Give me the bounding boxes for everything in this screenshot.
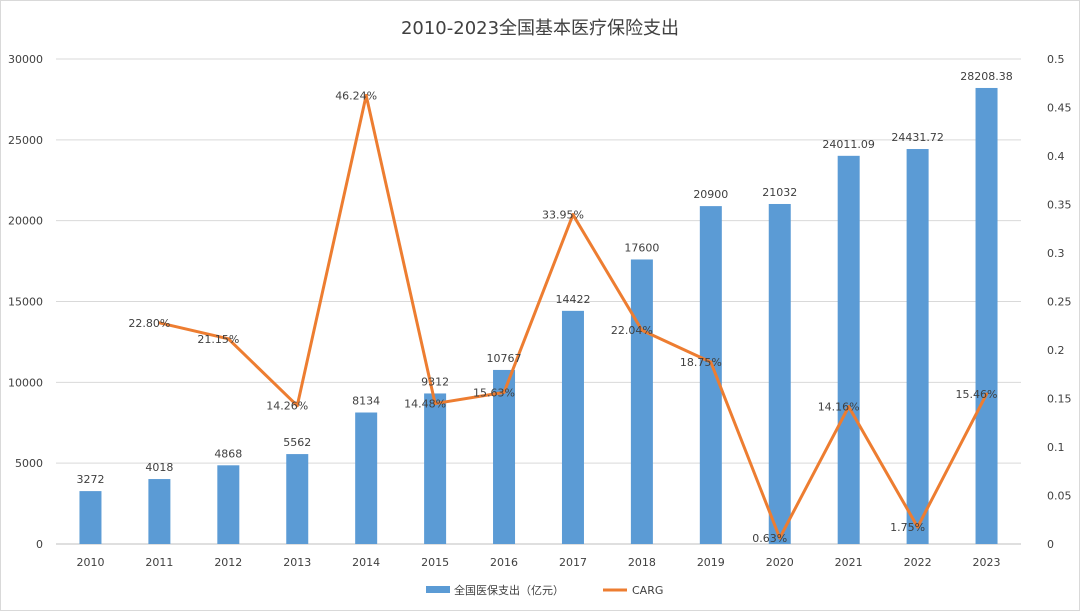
bar-value-label: 9312 — [421, 375, 449, 388]
y-right-tick-label: 0.1 — [1047, 441, 1065, 454]
bar-value-label: 20900 — [693, 188, 728, 201]
x-tick-label: 2011 — [145, 556, 173, 569]
bar-value-label: 21032 — [762, 186, 797, 199]
bar-value-label: 17600 — [624, 241, 659, 254]
line-value-label: 33.95% — [542, 209, 584, 222]
bar — [217, 465, 240, 544]
line-value-label: 15.46% — [956, 388, 998, 401]
line-value-label: 46.24% — [335, 89, 377, 102]
line-point — [433, 402, 437, 406]
bar — [630, 259, 653, 544]
x-tick-label: 2015 — [421, 556, 449, 569]
line-point — [640, 328, 644, 332]
bar-value-label: 28208.38 — [960, 70, 1013, 83]
x-tick-label: 2014 — [352, 556, 380, 569]
y-left-tick-label: 0 — [36, 538, 43, 551]
bar — [768, 203, 791, 544]
line-value-label: 14.48% — [404, 398, 446, 411]
bar-series — [79, 87, 998, 545]
line-series — [157, 93, 989, 540]
y-left-tick-label: 5000 — [15, 457, 43, 470]
line-value-label: 21.15% — [197, 333, 239, 346]
y-left-tick-label: 30000 — [8, 53, 43, 66]
y-right-tick-label: 0.05 — [1047, 490, 1072, 503]
line-point — [916, 525, 920, 529]
bar-value-label: 8134 — [352, 395, 380, 408]
bar — [561, 310, 584, 544]
y-right-tick-label: 0.45 — [1047, 102, 1072, 115]
axes: 0 5000 10000 15000 20000 25000 30000 0 0.05 0.1 0.… — [8, 53, 1072, 569]
y-right-tick-label: 0.25 — [1047, 296, 1072, 309]
line-point — [709, 360, 713, 364]
x-tick-label: 2013 — [283, 556, 311, 569]
data-labels: 3272 4018 4868 5562 8134 9312 10767 14422 17600 2… — [76, 70, 1012, 545]
y-left-tick-label: 20000 — [8, 215, 43, 228]
x-tick-label: 2010 — [76, 556, 104, 569]
line-point — [571, 213, 575, 217]
bar-value-label: 5562 — [283, 436, 311, 449]
line-point — [295, 404, 299, 408]
bar-value-label: 4018 — [145, 461, 173, 474]
line-point — [364, 93, 368, 97]
y-right-tick-label: 0.4 — [1047, 150, 1065, 163]
x-tick-label: 2020 — [766, 556, 794, 569]
line-point — [847, 405, 851, 409]
line-point — [157, 321, 161, 325]
x-tick-label: 2012 — [214, 556, 242, 569]
legend-swatch-bar — [426, 586, 450, 593]
line-value-label: 1.75% — [890, 521, 925, 534]
bar — [837, 155, 860, 544]
y-right-tick-label: 0 — [1047, 538, 1054, 551]
gridlines — [56, 58, 1021, 464]
y-right-tick-label: 0.2 — [1047, 344, 1065, 357]
line-value-label: 22.80% — [128, 317, 170, 330]
x-tick-label: 2018 — [628, 556, 656, 569]
bar — [148, 479, 171, 544]
bar — [975, 87, 998, 544]
bar — [906, 149, 929, 545]
bar — [79, 491, 102, 544]
line-value-label: 18.75% — [680, 356, 722, 369]
y-right-tick-label: 0.35 — [1047, 199, 1072, 212]
line-value-label: 14.26% — [266, 400, 308, 413]
y-right-tick-label: 0.5 — [1047, 53, 1065, 66]
line-point — [226, 337, 230, 341]
line-point — [778, 536, 782, 540]
y-left-tick-label: 10000 — [8, 376, 43, 389]
x-tick-label: 2021 — [835, 556, 863, 569]
bar — [286, 454, 309, 544]
bar — [493, 369, 516, 544]
bar-value-label: 3272 — [76, 473, 104, 486]
x-tick-label: 2022 — [904, 556, 932, 569]
bar-value-label: 4868 — [214, 447, 242, 460]
y-left-tick-label: 15000 — [8, 296, 43, 309]
line-value-label: 14.16% — [818, 401, 860, 414]
x-tick-label: 2017 — [559, 556, 587, 569]
bar-value-label: 24431.72 — [891, 131, 944, 144]
y-right-tick-label: 0.3 — [1047, 247, 1065, 260]
line-point — [985, 392, 989, 396]
x-tick-label: 2019 — [697, 556, 725, 569]
legend: 全国医保支出（亿元） CARG — [426, 583, 663, 597]
x-tick-label: 2023 — [973, 556, 1001, 569]
bar — [355, 412, 378, 544]
bar-value-label: 14422 — [555, 293, 590, 306]
line-value-label: 22.04% — [611, 324, 653, 337]
line-value-label: 15.63% — [473, 386, 515, 399]
bar-value-label: 24011.09 — [822, 138, 875, 151]
line-point — [502, 390, 506, 394]
legend-label-bar: 全国医保支出（亿元） — [454, 583, 564, 597]
legend-label-line: CARG — [632, 584, 663, 597]
y-left-tick-label: 25000 — [8, 134, 43, 147]
x-tick-label: 2016 — [490, 556, 518, 569]
chart-title: 2010-2023全国基本医疗保险支出 — [401, 18, 679, 39]
bar — [424, 393, 447, 544]
bar-value-label: 10767 — [487, 352, 522, 365]
line-value-label: 0.63% — [752, 532, 787, 545]
bar — [699, 206, 722, 544]
y-right-tick-label: 0.15 — [1047, 393, 1072, 406]
